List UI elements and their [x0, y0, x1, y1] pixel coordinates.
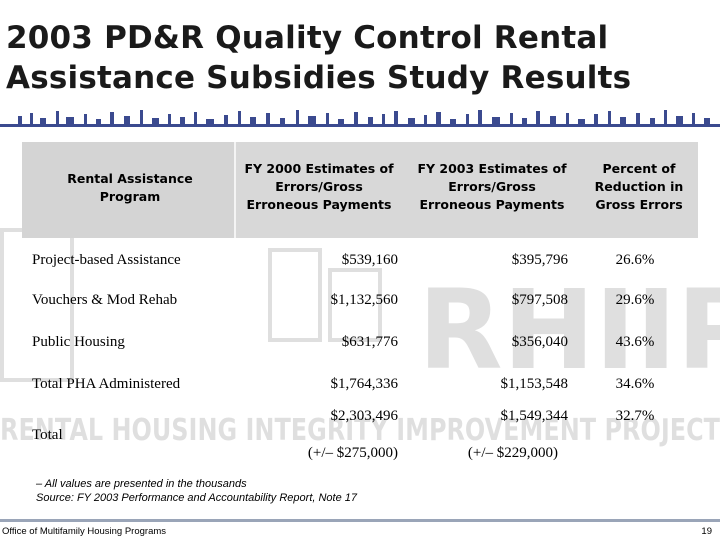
column-header-percent: Percent of Reduction in Gross Errors: [594, 161, 684, 212]
note-values-thousands: – All values are presented in the thousa…: [36, 478, 247, 490]
row-program: Total: [32, 427, 63, 443]
footer-office: Office of Multifamily Housing Programs: [2, 526, 167, 537]
row-program: Vouchers & Mod Rehab: [32, 292, 178, 308]
note-source: Source: FY 2003 Performance and Accounta…: [36, 492, 358, 504]
row-fy2003: $395,796: [511, 252, 568, 268]
row-fy2000: $539,160: [341, 252, 398, 268]
footer-rule: [0, 519, 720, 522]
page-number: 19: [701, 526, 712, 537]
row-fy2003: $1,153,548: [500, 376, 569, 392]
row-fy2003: $356,040: [511, 334, 568, 350]
row-fy2003-margin: (+/– $229,000): [467, 445, 558, 461]
row-fy2000: $1,132,560: [330, 292, 399, 308]
title-line-2: Assistance Subsidies Study Results: [6, 60, 632, 96]
row-percent: 43.6%: [615, 334, 655, 350]
watermark-line: RENTAL HOUSING INTEGRITY IMPROVEMENT PRO…: [0, 413, 720, 448]
row-percent: 29.6%: [615, 292, 655, 308]
title-line-1: 2003 PD&R Quality Control Rental: [6, 20, 609, 56]
watermark-word: RHIIP: [418, 266, 720, 394]
column-header-fy2003: FY 2003 Estimates of Errors/Gross Errone…: [417, 161, 567, 212]
rhiip-watermark: RHIIP RENTAL HOUSING INTEGRITY IMPROVEME…: [0, 228, 720, 448]
row-program: Public Housing: [32, 334, 125, 350]
row-percent: 26.6%: [615, 252, 655, 268]
slide-title: 2003 PD&R Quality Control Rental Assista…: [6, 18, 706, 98]
row-fy2000: $2,303,496: [330, 408, 399, 424]
skyline-divider: [0, 110, 720, 127]
row-fy2003: $797,508: [511, 292, 568, 308]
row-fy2000: $1,764,336: [330, 376, 399, 392]
row-percent: 32.7%: [615, 408, 655, 424]
row-fy2003: $1,549,344: [500, 408, 569, 424]
column-header-fy2000: FY 2000 Estimates of Errors/Gross Errone…: [244, 161, 394, 212]
row-program: Project-based Assistance: [32, 252, 181, 268]
column-header-program: Rental Assistance Program: [67, 171, 193, 204]
row-fy2000-margin: (+/– $275,000): [307, 445, 398, 461]
table-header-background: [22, 142, 698, 238]
header-program-cell: [22, 142, 236, 238]
row-program: Total PHA Administered: [32, 376, 181, 392]
row-fy2000: $631,776: [341, 334, 398, 350]
row-percent: 34.6%: [615, 376, 655, 392]
